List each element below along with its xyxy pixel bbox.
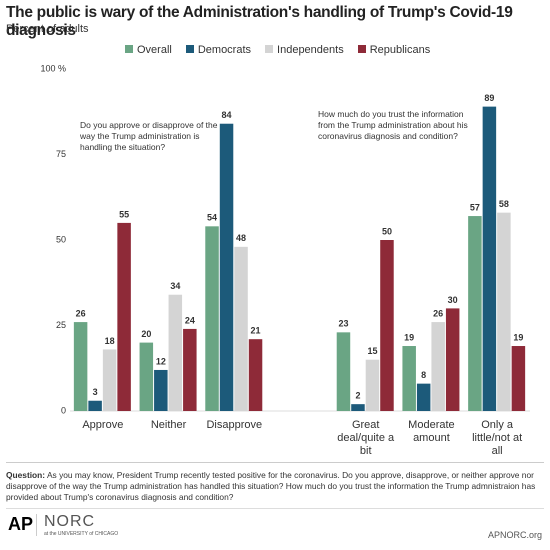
bar xyxy=(234,246,248,411)
value-label: 2 xyxy=(355,391,360,401)
y-tick-label: 25 xyxy=(56,320,66,330)
x-tick-label: Disapprove xyxy=(206,419,263,431)
bar xyxy=(219,123,234,411)
bar xyxy=(365,359,380,411)
value-label: 48 xyxy=(236,233,246,243)
legend-label: Overall xyxy=(137,44,172,56)
bar xyxy=(154,369,168,411)
annotation: How much do you trust the information fr… xyxy=(318,109,468,141)
x-tick-label: Neither xyxy=(150,419,187,431)
logo-norc-sub: at the UNIVERSITY of CHICAGO xyxy=(44,531,119,537)
value-label: 3 xyxy=(93,387,98,397)
bar xyxy=(117,222,131,411)
legend-label: Republicans xyxy=(369,44,431,56)
bar xyxy=(497,212,511,411)
value-label: 54 xyxy=(207,213,217,223)
divider xyxy=(6,508,544,509)
bar xyxy=(168,294,183,411)
question-note: Question: As you may know, President Tru… xyxy=(6,470,544,503)
value-label: 24 xyxy=(185,315,195,325)
value-label: 89 xyxy=(484,93,494,103)
value-label: 19 xyxy=(404,332,414,342)
chart-title: The public is wary of the Administration… xyxy=(6,4,513,39)
bar xyxy=(511,346,526,411)
site-link: APNORC.org xyxy=(487,530,542,540)
legend-swatch xyxy=(125,45,133,53)
value-label: 50 xyxy=(382,226,392,236)
legend: Overall Democrats Independents Republicans xyxy=(125,44,430,56)
value-label: 23 xyxy=(338,319,348,329)
value-label: 26 xyxy=(76,308,86,318)
legend-swatch xyxy=(357,45,366,53)
bar xyxy=(88,400,102,411)
annotation: Do you approve or disapprove of the way … xyxy=(80,120,218,152)
y-tick-label: 50 xyxy=(56,234,66,244)
bar xyxy=(402,346,416,411)
logo-ap: AP xyxy=(8,514,34,534)
bar xyxy=(380,240,394,411)
value-label: 26 xyxy=(433,308,443,318)
legend-swatch xyxy=(185,45,194,53)
legend-item: Republicans xyxy=(357,44,431,56)
value-label: 34 xyxy=(170,281,180,291)
value-label: 19 xyxy=(513,332,523,342)
y-tick-label: 0 xyxy=(61,405,66,415)
x-tick-label: Great deal/quite a bit xyxy=(337,419,395,457)
x-tick-label: Only a little/not at all xyxy=(472,419,523,457)
legend-label: Democrats xyxy=(197,44,252,56)
legend-item: Overall xyxy=(125,44,172,56)
bar xyxy=(351,404,365,411)
bar xyxy=(431,322,445,411)
bar xyxy=(468,216,482,411)
value-label: 58 xyxy=(499,199,509,209)
bar xyxy=(183,328,197,411)
bar xyxy=(445,308,460,411)
bar xyxy=(139,342,154,411)
value-label: 8 xyxy=(421,370,426,380)
chart-subtitle: Percent of adults xyxy=(6,23,89,35)
legend-label: Independents xyxy=(277,44,344,56)
y-tick-label: 100 % xyxy=(40,63,66,73)
value-label: 15 xyxy=(367,346,377,356)
bar xyxy=(482,106,497,412)
x-tick-label: Moderate amount xyxy=(408,419,455,444)
question-label: Question: xyxy=(6,470,46,480)
bar xyxy=(73,322,88,411)
logo-divider xyxy=(36,514,37,536)
bar xyxy=(102,349,117,411)
value-label: 57 xyxy=(470,202,480,212)
value-label: 12 xyxy=(156,356,166,366)
value-label: 21 xyxy=(251,326,261,336)
legend-swatch xyxy=(265,45,274,53)
bar xyxy=(336,332,351,411)
logo-norc: NORC xyxy=(44,513,96,530)
divider xyxy=(6,462,544,463)
value-label: 20 xyxy=(141,329,151,339)
x-tick-label: Approve xyxy=(82,419,124,431)
question-text: As you may know, President Trump recentl… xyxy=(6,470,536,502)
legend-item: Independents xyxy=(265,44,344,56)
bar xyxy=(205,226,219,411)
bar xyxy=(248,339,263,411)
value-label: 18 xyxy=(105,336,115,346)
value-label: 84 xyxy=(222,110,232,120)
legend-item: Democrats xyxy=(185,44,252,56)
y-tick-label: 75 xyxy=(56,149,66,159)
bar xyxy=(416,383,431,411)
value-label: 30 xyxy=(448,295,458,305)
value-label: 55 xyxy=(119,209,129,219)
